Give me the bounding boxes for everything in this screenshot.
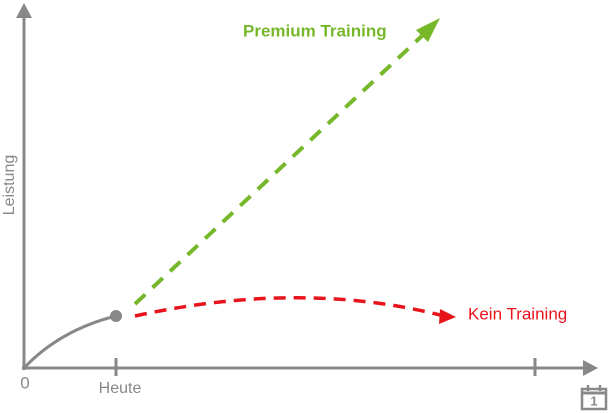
calendar-icon: 1: [580, 385, 608, 411]
none-label: Kein Training: [468, 304, 567, 323]
premium-line: [133, 32, 426, 306]
past-curve: [22, 314, 117, 370]
calendar-label: 1: [590, 393, 597, 408]
y-axis-arrow: [16, 3, 32, 18]
x-axis-arrow: [583, 360, 598, 376]
premium-arrow: [416, 18, 440, 42]
today-dot: [110, 310, 122, 322]
premium-label: Premium Training: [243, 21, 387, 40]
none-arrow: [439, 309, 456, 324]
none-curve: [134, 296, 441, 318]
today-label: Heute: [99, 380, 142, 397]
origin-label: 0: [20, 373, 29, 392]
y-axis-label: Leistung: [1, 155, 18, 216]
